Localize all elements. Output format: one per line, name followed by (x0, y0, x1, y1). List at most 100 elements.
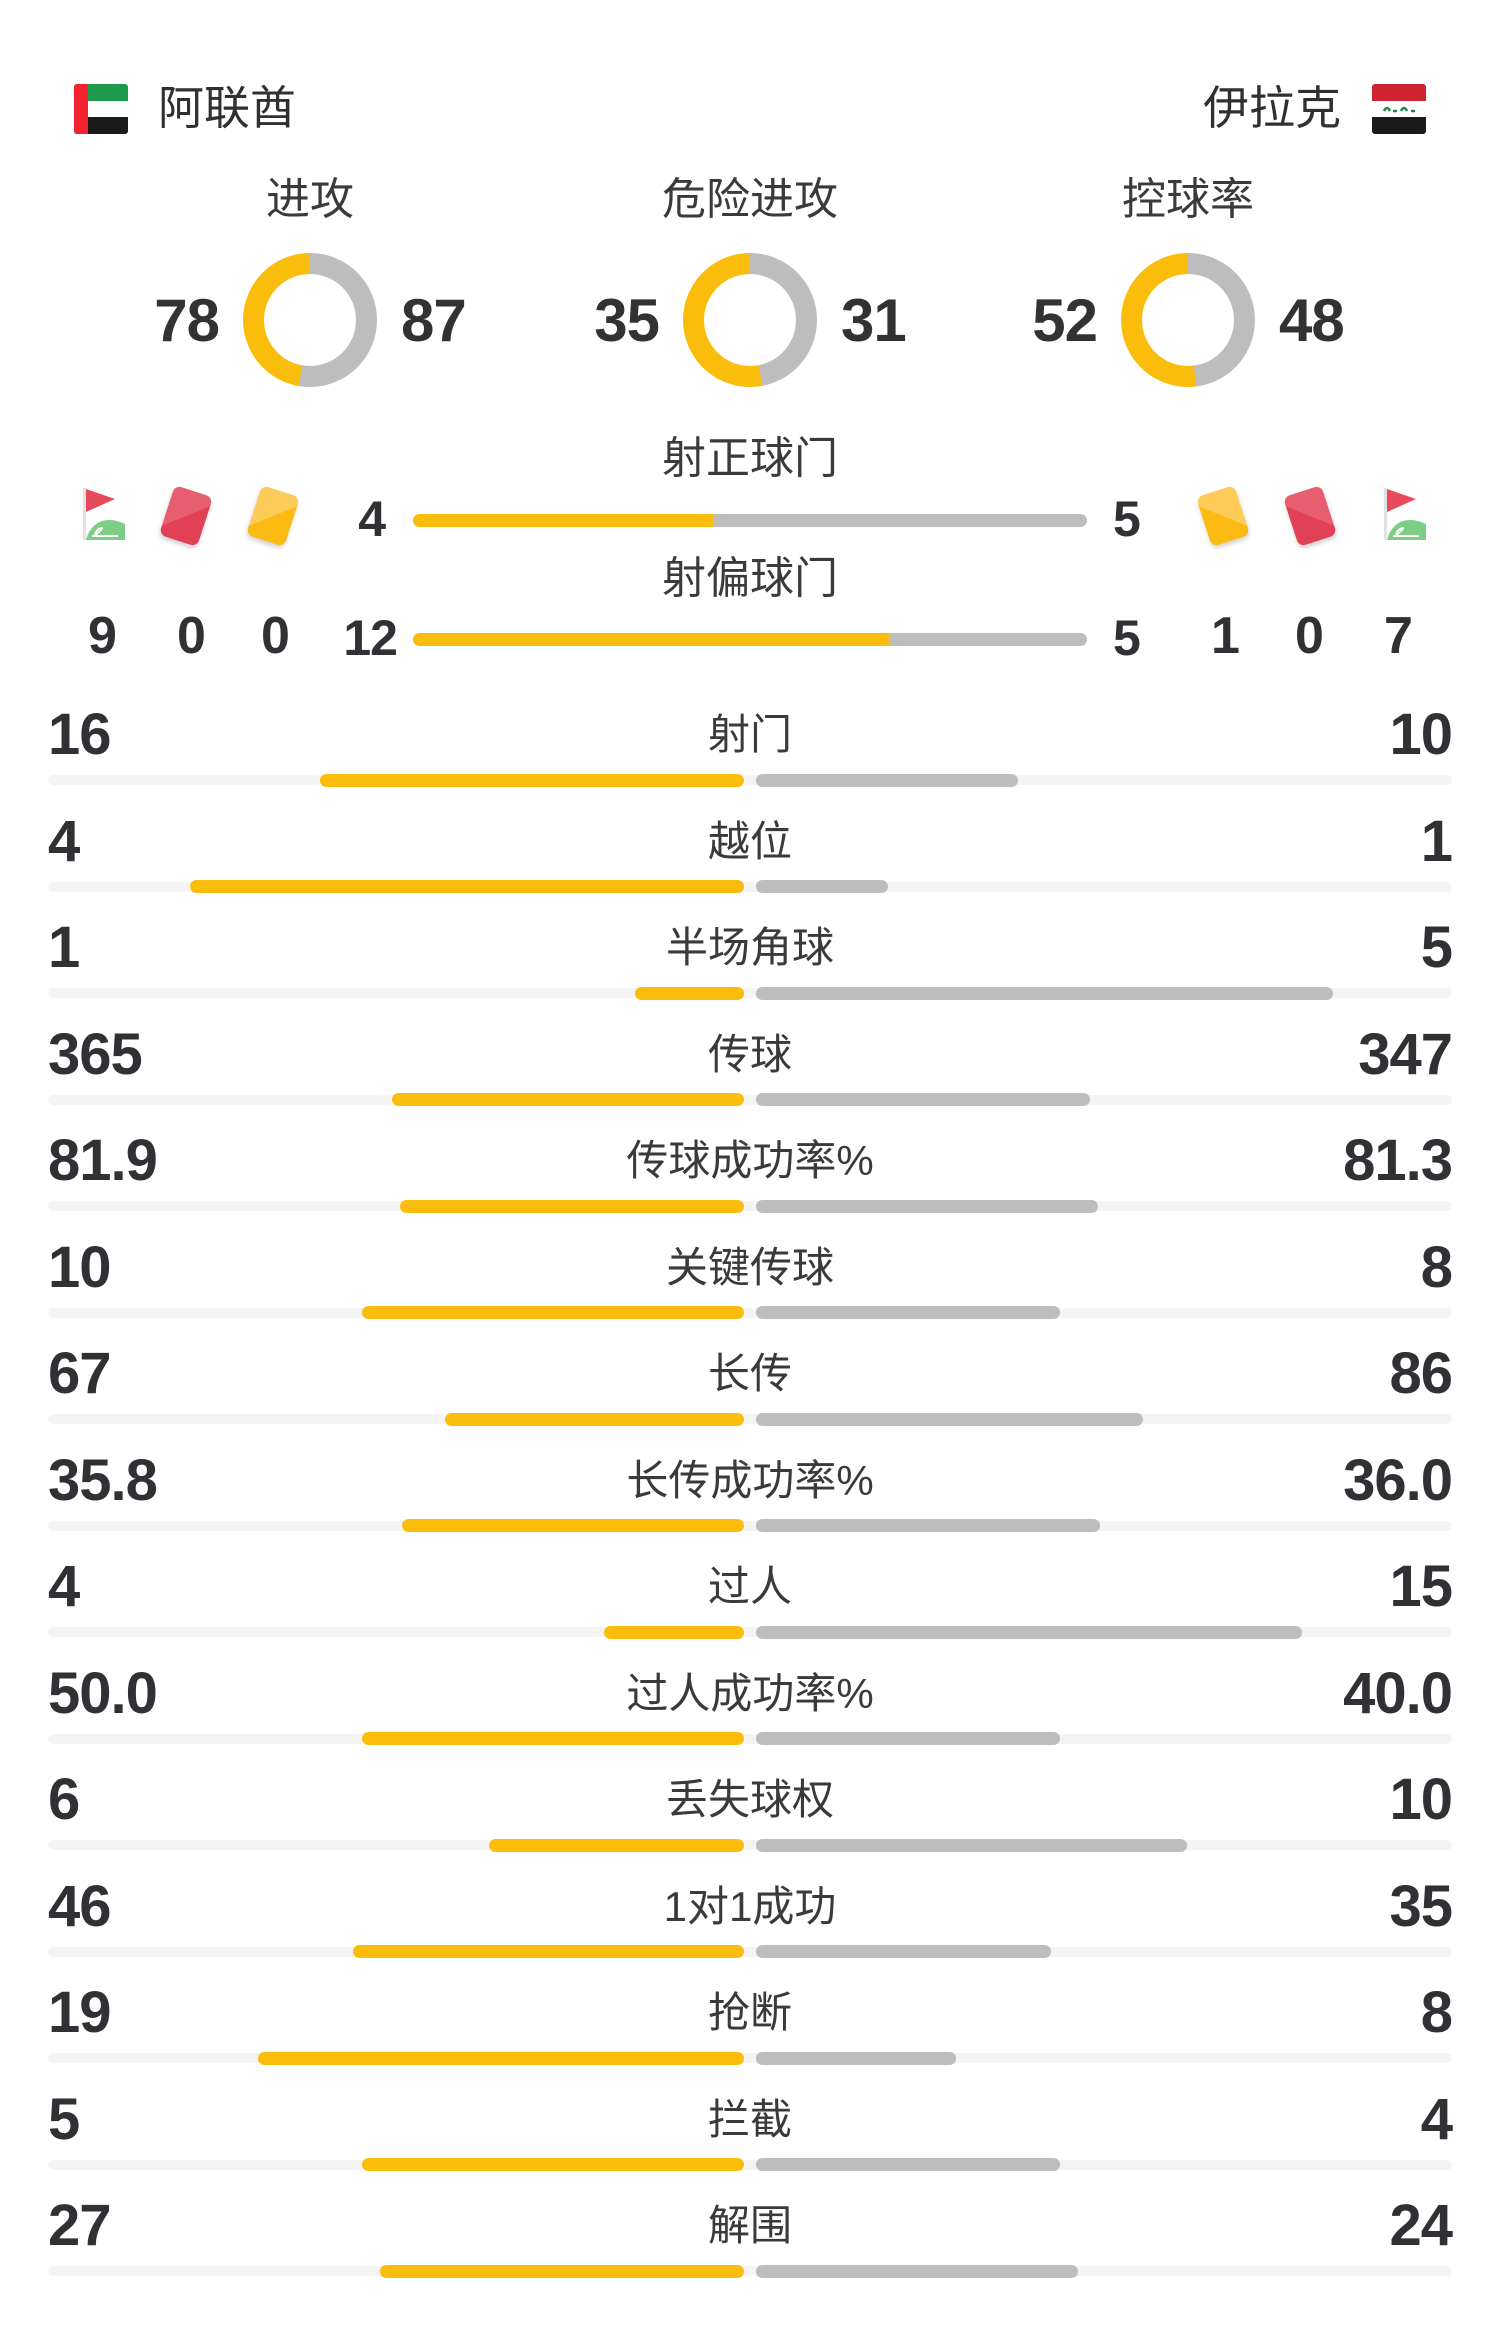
stat-home-bar (380, 2264, 744, 2278)
stat-row-10: 6 丢失球权 10 (0, 1747, 1500, 1854)
iraq-flag-icon (1372, 84, 1426, 134)
stat-row-0: 16 射门 10 (0, 682, 1500, 789)
stat-away-value: 10 (1389, 702, 1453, 767)
stat-label: 长传 (707, 1350, 792, 1397)
stat-rows-list: 16 射门 10 4 越位 1 1 半场角球 5 365 传球 347 81.9 传球成功率% 81.3 10… (0, 682, 1500, 2280)
stat-label: 抢断 (707, 1989, 792, 2036)
stat-row-12: 19 抢断 8 (0, 1960, 1500, 2067)
stat-away-value: 8 (1420, 1980, 1453, 2045)
donut-hole (264, 274, 356, 366)
stat-row-8: 4 过人 15 (0, 1534, 1500, 1641)
stat-home-value: 46 (48, 1873, 112, 1939)
stat-label: 传球成功率% (626, 1137, 874, 1184)
possession-donut-chart (1121, 253, 1255, 387)
shots-off-target-home-value: 12 (343, 610, 398, 666)
dangerous-attacks-donut-chart (683, 253, 817, 387)
dangerous-attacks-donut-group: 危险进攻 35 31 (530, 176, 970, 387)
stat-row-5: 10 关键传球 8 (0, 1215, 1500, 1322)
stat-label: 过人 (707, 1563, 792, 1610)
stat-away-bar (756, 1519, 1100, 1532)
stat-label: 拦截 (707, 2095, 792, 2143)
possession-title: 控球率 (1122, 175, 1254, 224)
stat-home-bar (320, 773, 744, 787)
shots-on-target-title: 射正球门 (662, 434, 838, 483)
shots-on-target-home-value: 4 (358, 491, 386, 547)
stat-away-value: 35 (1389, 1873, 1453, 1939)
stat-bar-track (48, 1306, 1452, 1319)
stat-bar-track (48, 880, 1452, 893)
stat-home-value: 5 (48, 2086, 80, 2152)
possession-home-value: 52 (1032, 286, 1098, 354)
stat-home-bar (402, 1519, 744, 1532)
stat-row-11: 46 1对1成功 35 (0, 1854, 1500, 1961)
stat-away-value: 40.0 (1343, 1660, 1453, 1726)
home-red-cards-count: 0 (177, 607, 206, 665)
stat-bar-track (48, 1412, 1452, 1426)
away-red-card-icon (1282, 485, 1338, 547)
shots-on-target-home-bar (413, 514, 713, 527)
stat-home-value: 365 (48, 1021, 143, 1087)
stat-row-1: 4 越位 1 (0, 789, 1500, 896)
stat-away-value: 8 (1420, 1234, 1453, 1300)
stat-away-bar (756, 1625, 1303, 1639)
away-yellow-cards-count: 1 (1211, 607, 1240, 665)
donut-hole (704, 274, 796, 366)
stat-row-14: 27 解围 24 (0, 2173, 1500, 2280)
stat-away-value: 1 (1420, 808, 1453, 874)
attacks-donut-chart (243, 253, 377, 387)
stat-label: 越位 (707, 817, 792, 865)
stat-away-bar (756, 2051, 956, 2065)
away-team-name: 伊拉克 (1203, 82, 1341, 134)
stat-away-bar (756, 880, 889, 893)
attacks-home-value: 78 (154, 286, 220, 354)
uae-flag-icon (74, 84, 128, 134)
stat-bar-track (48, 1199, 1452, 1213)
stat-home-value: 19 (48, 1980, 112, 2045)
stat-home-value: 4 (48, 808, 80, 874)
stat-bar-track (48, 773, 1452, 787)
shots-off-target-bar (413, 633, 1087, 646)
home-red-card-icon (158, 485, 214, 547)
dangerous-attacks-home-value: 35 (594, 286, 660, 354)
stat-home-bar (604, 1625, 744, 1639)
stat-home-bar (258, 2051, 744, 2065)
stat-home-bar (353, 1945, 744, 1958)
stat-away-bar (756, 1838, 1187, 1852)
stat-home-bar (488, 1838, 744, 1852)
stat-bar-track (48, 2158, 1452, 2171)
stat-home-bar (635, 986, 744, 1000)
stat-row-4: 81.9 传球成功率% 81.3 (0, 1108, 1500, 1215)
stat-label: 过人成功率% (626, 1669, 874, 1717)
stat-away-value: 24 (1389, 2193, 1453, 2258)
stat-home-value: 50.0 (48, 1660, 158, 1726)
stat-away-value: 86 (1389, 1341, 1453, 1406)
away-red-cards-count: 0 (1295, 607, 1324, 665)
possession-away-value: 48 (1279, 286, 1345, 354)
stat-away-bar (756, 1945, 1052, 1958)
stat-away-bar (756, 1199, 1098, 1213)
stat-home-value: 81.9 (48, 1128, 158, 1193)
stat-home-bar (362, 2158, 744, 2171)
stat-row-7: 35.8 长传成功率% 36.0 (0, 1428, 1500, 1535)
stat-row-3: 365 传球 347 (0, 1002, 1500, 1109)
stat-label: 传球 (707, 1030, 792, 1078)
stat-away-value: 10 (1389, 1767, 1453, 1832)
stat-away-bar (756, 1412, 1143, 1426)
shots-on-target-bar (413, 514, 1087, 527)
stat-row-9: 50.0 过人成功率% 40.0 (0, 1641, 1500, 1748)
home-team-name: 阿联酋 (158, 82, 296, 134)
stat-away-value: 36.0 (1343, 1447, 1453, 1513)
stat-away-value: 15 (1389, 1554, 1453, 1619)
stat-label: 射门 (707, 711, 792, 758)
stat-label: 1对1成功 (663, 1882, 837, 1930)
stat-bar-track (48, 1732, 1452, 1745)
home-yellow-cards-count: 0 (261, 607, 290, 665)
stat-row-6: 67 长传 86 (0, 1321, 1500, 1428)
stat-home-bar (399, 1199, 744, 1213)
stat-home-bar (362, 1306, 744, 1319)
stat-home-value: 67 (48, 1341, 112, 1406)
stat-away-bar (756, 1306, 1060, 1319)
stat-home-value: 4 (48, 1554, 80, 1619)
stat-home-bar (362, 1732, 744, 1745)
stat-label: 半场角球 (665, 924, 834, 971)
